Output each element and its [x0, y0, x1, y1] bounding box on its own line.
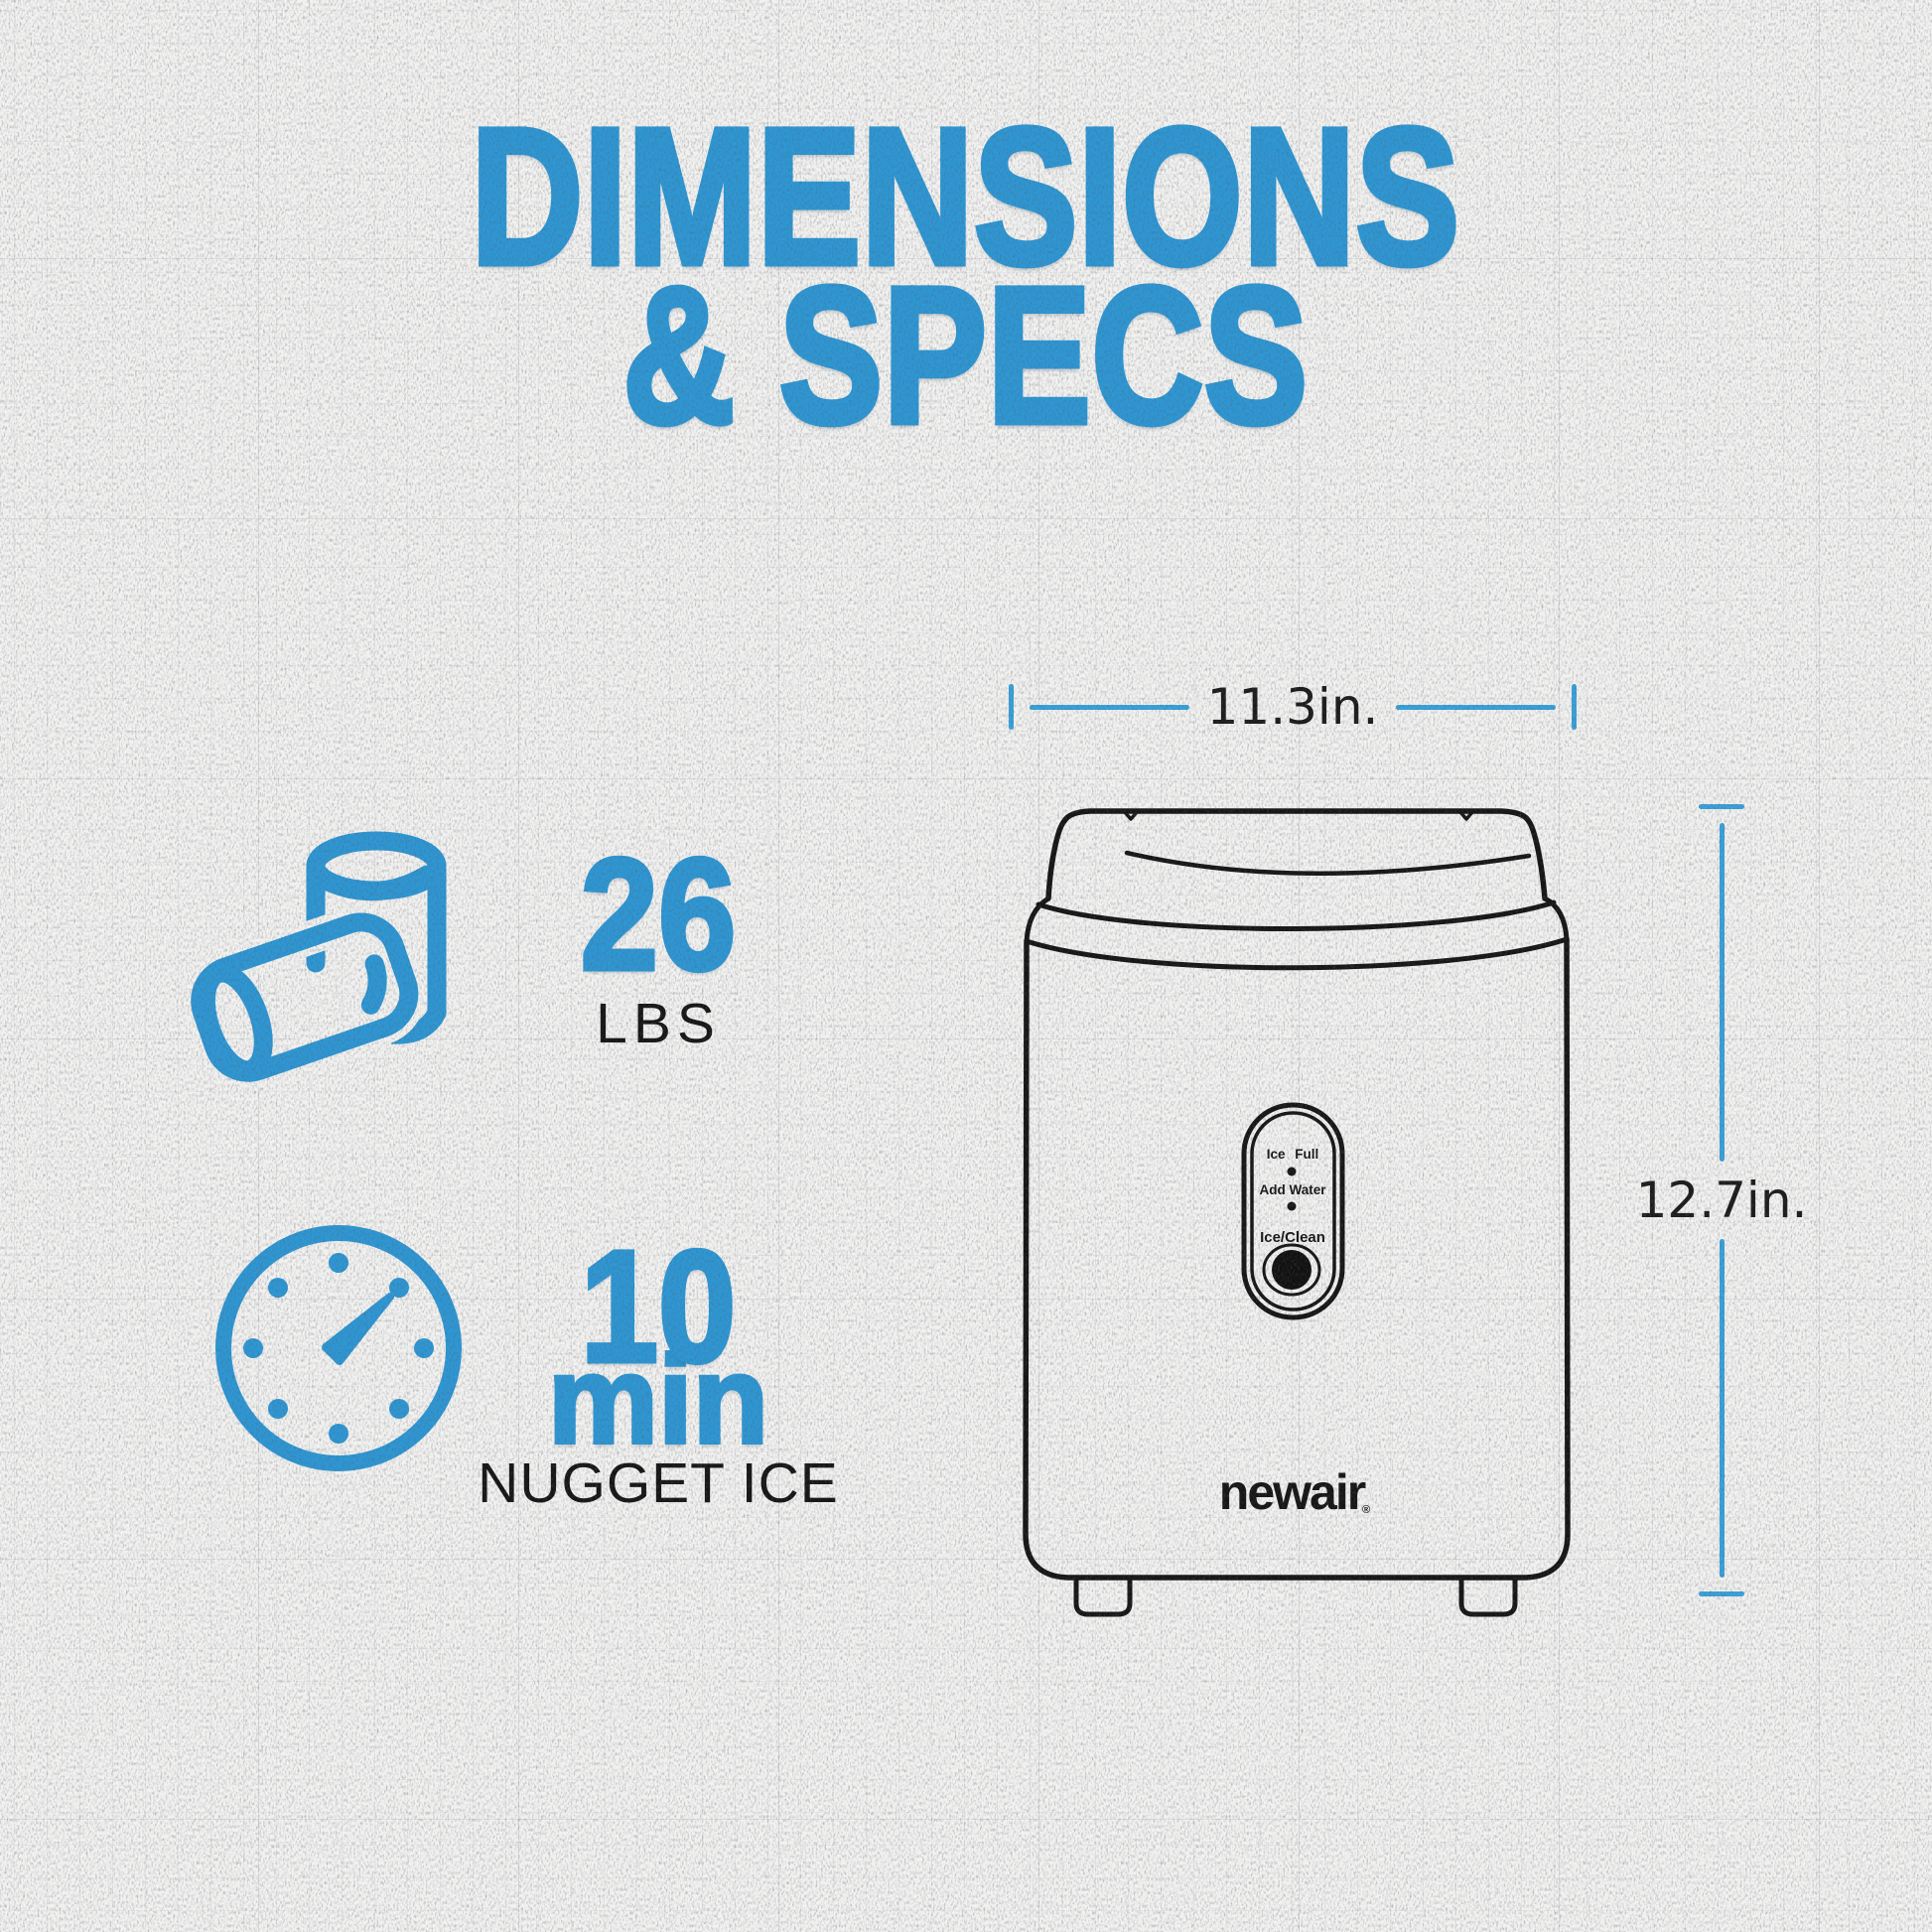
dimension-line	[1719, 823, 1725, 1162]
width-dimension-label: 11.3in.	[1206, 678, 1379, 736]
dimension-cap	[1572, 684, 1577, 730]
dimension-line	[1396, 704, 1556, 710]
panel-indicator-ice-full-label: Ice Full	[1267, 1147, 1319, 1162]
nugget-ice-icon	[183, 831, 447, 1090]
dimension-line	[1719, 1239, 1725, 1578]
page-title-line2: & SPECS	[0, 247, 1932, 464]
ice-clean-button-label: Ice/Clean	[1260, 1229, 1325, 1246]
ice-full-led	[1287, 1167, 1297, 1176]
width-dimension-marker: 11.3in.	[1009, 681, 1577, 733]
height-dimension-marker: 12.7in.	[1636, 804, 1807, 1596]
ice-maker-drawing: Ice Full Add Water Ice/Clean newair ®	[1023, 808, 1571, 1617]
ice-maker-foot-left	[1073, 1575, 1133, 1617]
weight-unit: LBS	[596, 992, 721, 1055]
time-caption: NUGGET ICE	[478, 1451, 839, 1515]
weight-spec: 26 LBS	[427, 829, 890, 1052]
ice-maker-lid	[1045, 808, 1548, 901]
ice-maker-foot-right	[1458, 1575, 1518, 1617]
time-value: 10	[578, 1217, 738, 1395]
height-dimension-label: 12.7in.	[1635, 1172, 1808, 1229]
time-spec: 10 min NUGGET ICE	[427, 1217, 890, 1515]
panel-indicator-add-water-label: Add Water	[1260, 1182, 1327, 1197]
ice-clean-button	[1272, 1250, 1311, 1290]
weight-value: 26	[578, 825, 738, 1003]
add-water-led	[1287, 1201, 1297, 1211]
dimension-line	[1030, 704, 1189, 710]
brand-logo: newair	[1219, 1464, 1366, 1520]
brand-registered-mark: ®	[1362, 1504, 1370, 1516]
page-title-line2-text: & SPECS	[621, 247, 1311, 464]
dimension-cap	[1009, 684, 1014, 730]
dimension-cap	[1699, 1591, 1744, 1596]
lid-groove	[1124, 850, 1532, 877]
dimension-cap	[1699, 804, 1744, 809]
